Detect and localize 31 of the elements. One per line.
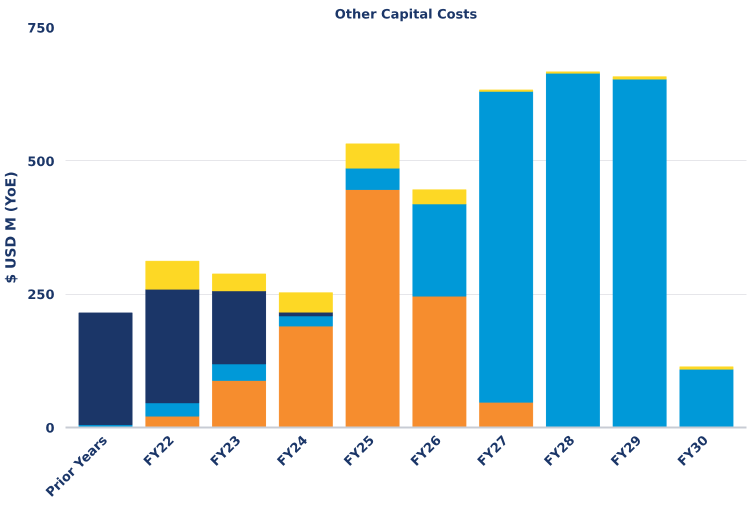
- bar: [278, 316, 333, 326]
- y-axis-title: $ USD M (YoE): [3, 171, 20, 284]
- chart-title: Other Capital Costs: [334, 8, 478, 22]
- bar: [679, 366, 734, 370]
- y-tick-label: 250: [27, 288, 55, 304]
- bar: [145, 260, 200, 290]
- bar: [212, 274, 266, 292]
- bar: [412, 204, 466, 297]
- bar: [78, 312, 133, 426]
- bar: [412, 189, 466, 204]
- bar: [212, 290, 266, 364]
- bar: [479, 91, 534, 403]
- y-tick-label: 500: [27, 154, 55, 170]
- bar: [412, 296, 466, 428]
- bar: [346, 189, 400, 428]
- bar: [212, 364, 266, 381]
- bar: [212, 380, 266, 428]
- bar: [145, 289, 200, 404]
- bar: [546, 73, 600, 428]
- bar: [612, 76, 667, 80]
- bar: [278, 292, 333, 313]
- bar: [346, 168, 400, 190]
- y-tick-label: 0: [45, 422, 54, 436]
- bar: [612, 78, 667, 428]
- y-tick-label: 750: [27, 22, 55, 36]
- bar: [278, 312, 333, 316]
- bar: [278, 326, 333, 428]
- bar: [479, 402, 534, 428]
- bar: [679, 369, 734, 428]
- bar: [145, 402, 200, 417]
- bar: [346, 144, 400, 169]
